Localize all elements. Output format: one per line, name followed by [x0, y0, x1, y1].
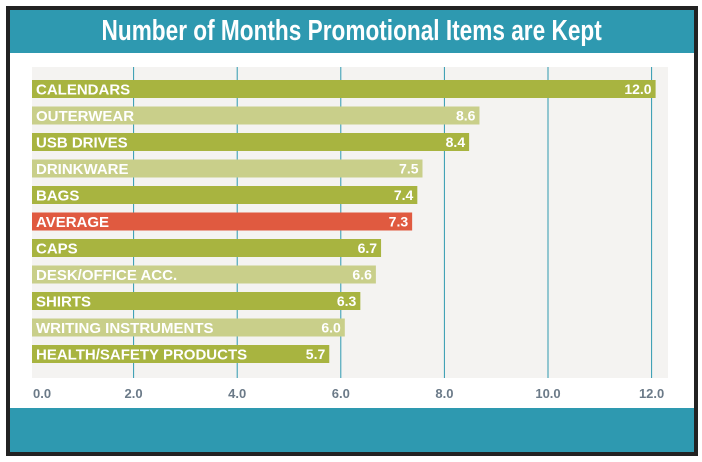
- value-label: 8.6: [456, 108, 476, 124]
- bar: [32, 186, 418, 204]
- bar-label: DESK/OFFICE ACC.: [36, 267, 177, 284]
- bar-label: DRINKWARE: [36, 161, 129, 178]
- x-tick-label: 4.0: [228, 386, 246, 401]
- value-label: 7.3: [389, 214, 409, 230]
- bar-label: BAGS: [36, 188, 79, 205]
- x-tick-label: 2.0: [125, 386, 143, 401]
- bar: [32, 265, 376, 284]
- value-label: 5.7: [306, 346, 326, 362]
- footer-banner: [10, 408, 694, 452]
- bar-label: SHIRTS: [36, 294, 91, 311]
- value-label: 6.0: [321, 320, 341, 336]
- bar-label: AVERAGE: [36, 214, 109, 231]
- bar: [32, 133, 470, 151]
- value-label: 6.3: [337, 293, 357, 309]
- bar-label: CAPS: [36, 241, 78, 258]
- x-tick-label: 10.0: [535, 386, 560, 401]
- bar: [32, 159, 423, 178]
- bar-label: OUTERWEAR: [36, 108, 134, 125]
- bar: [32, 106, 480, 125]
- value-label: 6.7: [358, 240, 378, 256]
- value-label: 7.5: [399, 161, 419, 177]
- chart-frame: Number of Months Promotional Items are K…: [6, 6, 698, 456]
- chart-title: Number of Months Promotional Items are K…: [101, 15, 603, 47]
- bar-label: USB DRIVES: [36, 135, 128, 152]
- bar: [32, 318, 345, 337]
- x-tick-label: 0.0: [33, 386, 51, 401]
- bar: [32, 239, 382, 257]
- value-label: 6.6: [352, 267, 372, 283]
- bar: [32, 292, 361, 310]
- bar-label: HEALTH/SAFETY PRODUCTS: [36, 347, 247, 364]
- bar: [32, 80, 656, 98]
- x-tick-label: 6.0: [332, 386, 350, 401]
- bar: [32, 212, 413, 231]
- title-banner: Number of Months Promotional Items are K…: [10, 10, 694, 53]
- value-label: 8.4: [446, 134, 466, 150]
- bar-chart: CALENDARS 12.0 OUTERWEAR 8.6 USB DRIVES 8.4 DR…: [32, 67, 668, 401]
- x-tick-label: 8.0: [435, 386, 453, 401]
- bar-label: WRITING INSTRUMENTS: [36, 320, 214, 337]
- value-label: 7.4: [394, 187, 414, 203]
- value-label: 12.0: [624, 81, 651, 97]
- x-tick-label: 12.0: [639, 386, 664, 401]
- bar-label: CALENDARS: [36, 82, 130, 99]
- bar: [32, 345, 330, 363]
